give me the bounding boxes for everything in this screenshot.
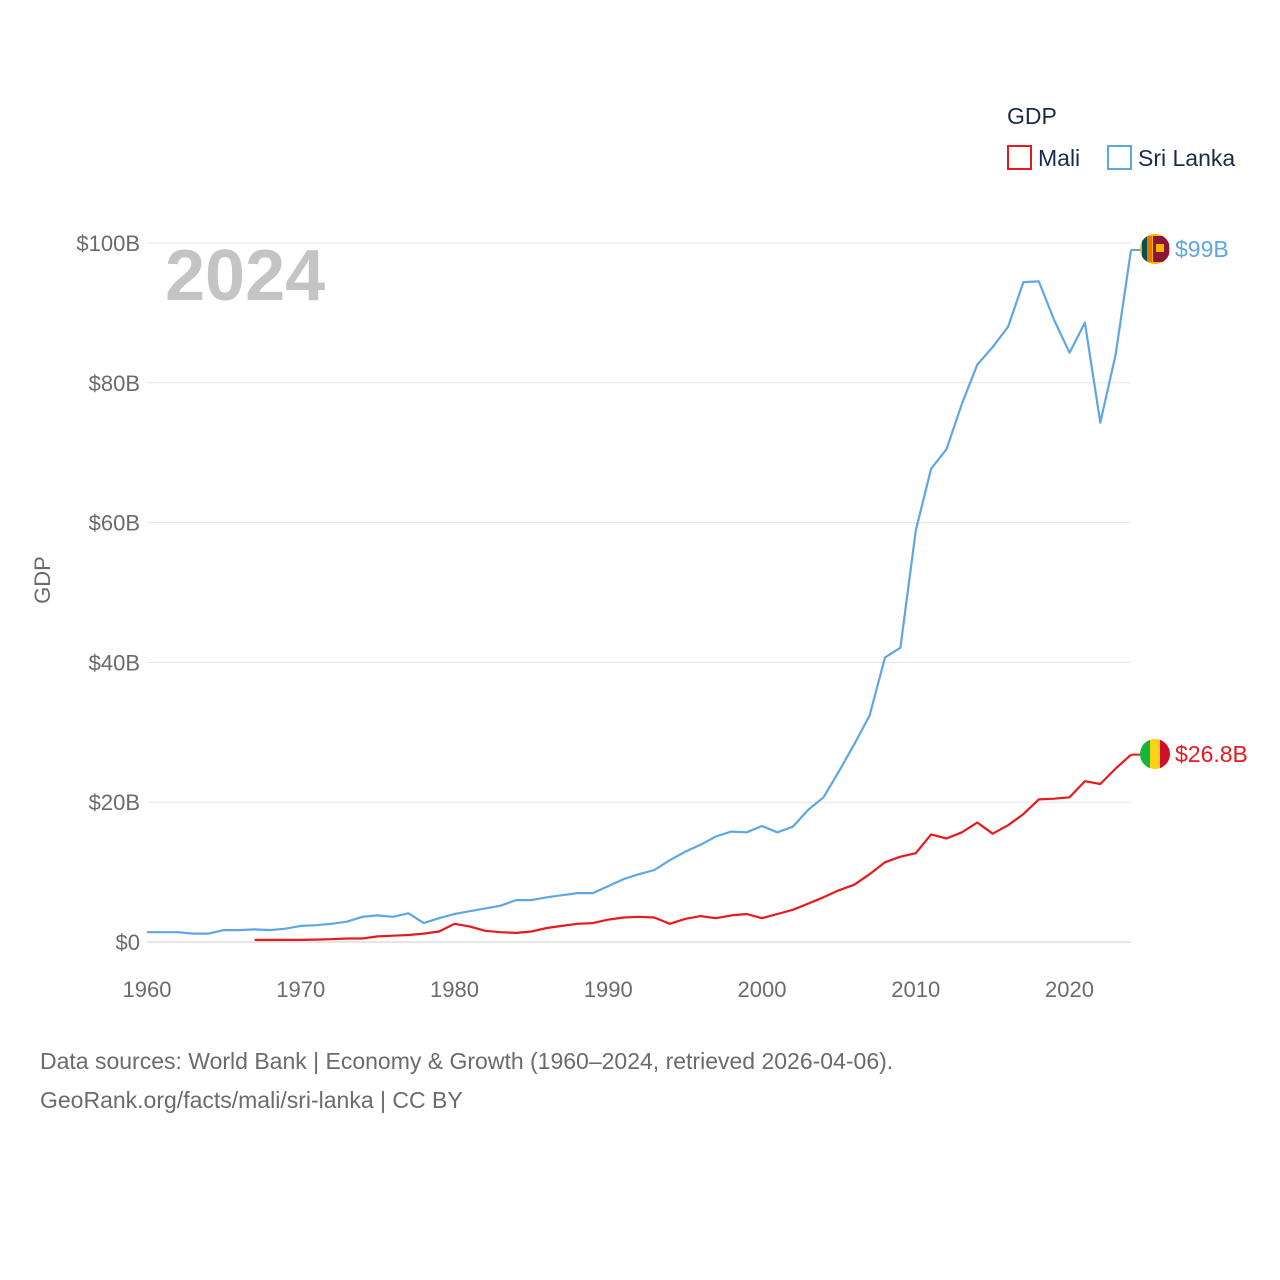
series-line-mali — [254, 753, 1132, 942]
x-tick-label: 2010 — [891, 977, 940, 1002]
end-label-mali: $26.8B — [1175, 741, 1248, 767]
y-tick-label: $80B — [89, 371, 140, 396]
series-layer — [147, 248, 1142, 942]
y-tick-label: $60B — [89, 511, 140, 536]
legend-title: GDP — [1007, 103, 1057, 129]
legend-label-sri-lanka: Sri Lanka — [1138, 145, 1235, 171]
x-tick-label: 2000 — [738, 977, 787, 1002]
x-tick-label: 1970 — [276, 977, 325, 1002]
y-axis-title: GDP — [30, 556, 55, 604]
x-tick-label: 1990 — [584, 977, 633, 1002]
legend-swatch-mali — [1007, 145, 1032, 170]
gridlines — [147, 242, 1131, 803]
x-tick-label: 2020 — [1045, 977, 1094, 1002]
source-line-1: Data sources: World Bank | Economy & Gro… — [40, 1048, 894, 1074]
legend-swatch-sri-lanka — [1107, 145, 1132, 170]
source-line-2: GeoRank.org/facts/mali/sri-lanka | CC BY — [40, 1087, 463, 1113]
legend-label-mali: Mali — [1038, 145, 1080, 171]
sri-lanka-flag-icon — [1140, 234, 1170, 264]
legend[interactable]: GDP Mali Sri Lanka — [1007, 103, 1235, 171]
x-tick-label: 1960 — [123, 977, 172, 1002]
y-tick-label: $0 — [116, 930, 140, 955]
y-axis: $0 $20B $40B $60B $80B $100B — [76, 231, 140, 955]
legend-item-sri-lanka[interactable]: Sri Lanka — [1107, 145, 1235, 171]
y-tick-label: $100B — [76, 231, 140, 256]
y-tick-label: $20B — [89, 790, 140, 815]
x-tick-label: 1980 — [430, 977, 479, 1002]
gdp-line-chart: $0 $20B $40B $60B $80B $100B 1960 1970 1980 1990… — [30, 103, 1248, 1002]
source-note: Data sources: World Bank | Economy & Gro… — [40, 1042, 893, 1120]
series-line-sri-lanka — [147, 249, 1133, 935]
legend-item-mali[interactable]: Mali — [1007, 145, 1080, 171]
x-axis: 1960 1970 1980 1990 2000 2010 2020 — [123, 977, 1094, 1002]
mali-flag-icon — [1140, 739, 1170, 769]
end-label-sri-lanka: $99B — [1175, 236, 1229, 262]
y-tick-label: $40B — [89, 650, 140, 675]
year-label: 2024 — [165, 236, 325, 316]
